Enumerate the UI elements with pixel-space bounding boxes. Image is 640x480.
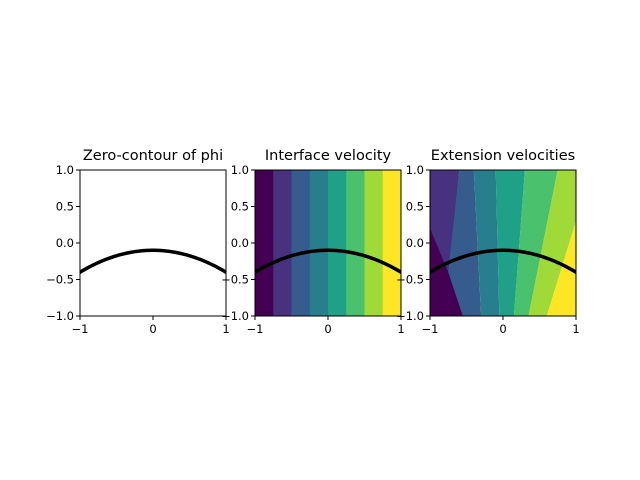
x-axis: −1 0 1 <box>247 316 405 336</box>
band-level-1 <box>273 170 292 316</box>
band-level-2 <box>448 170 482 316</box>
panel-extension-velocities: Extension velocities 1.0 0.5 0.0 −0.5 −1.0 −… <box>396 148 580 336</box>
x-tick-label: 1 <box>397 322 404 336</box>
band-level-3 <box>309 170 329 316</box>
y-tick-label: 1.0 <box>231 163 249 177</box>
band-level-7 <box>546 221 576 316</box>
y-tick-label: −1.0 <box>396 309 424 323</box>
x-tick-label: 0 <box>149 322 156 336</box>
y-axis: 1.0 0.5 0.0 −0.5 −1.0 <box>221 163 255 323</box>
x-tick-label: −1 <box>422 322 439 336</box>
plot-area <box>80 248 226 274</box>
band-level-4 <box>328 170 347 316</box>
panel-title: Interface velocity <box>265 148 392 164</box>
band-level-4 <box>495 170 525 316</box>
band-level-6 <box>364 170 384 316</box>
y-tick-label: 0.0 <box>231 236 249 250</box>
band-level-0 <box>430 228 463 316</box>
axes-frame <box>79 169 227 317</box>
band-level-5 <box>513 170 558 316</box>
x-tick-label: 1 <box>222 322 229 336</box>
y-tick-label: 0.5 <box>56 200 74 214</box>
y-tick-label: 0.0 <box>56 236 74 250</box>
panel-title: Zero-contour of phi <box>83 148 223 164</box>
x-tick-label: 1 <box>572 322 579 336</box>
band-level-3 <box>473 170 500 316</box>
y-tick-label: 0.0 <box>406 236 424 250</box>
y-tick-label: −1.0 <box>221 309 249 323</box>
zero-contour-line <box>430 248 576 274</box>
y-tick-label: −0.5 <box>46 273 74 287</box>
x-axis: −1 0 1 <box>72 316 230 336</box>
band-level-5 <box>346 170 365 316</box>
y-axis: 1.0 0.5 0.0 −0.5 −1.0 <box>46 163 80 323</box>
x-tick-label: 0 <box>324 322 331 336</box>
band-level-7 <box>382 170 401 316</box>
filled-bands <box>430 170 576 316</box>
band-level-6 <box>528 170 576 316</box>
x-tick-label: −1 <box>72 322 89 336</box>
plot-area <box>430 170 576 316</box>
y-tick-label: −1.0 <box>46 309 74 323</box>
x-tick-label: −1 <box>247 322 264 336</box>
y-tick-label: 0.5 <box>231 200 249 214</box>
y-axis: 1.0 0.5 0.0 −0.5 −1.0 <box>396 163 430 323</box>
y-tick-label: −0.5 <box>396 273 424 287</box>
panel-zero-contour: Zero-contour of phi 1.0 0.5 0.0 −0.5 −1.0 −1… <box>46 148 230 336</box>
y-tick-label: 1.0 <box>406 163 424 177</box>
y-tick-label: −0.5 <box>221 273 249 287</box>
y-tick-label: 0.5 <box>406 200 424 214</box>
band-level-2 <box>291 170 311 316</box>
plot-area <box>255 170 401 316</box>
y-tick-label: 1.0 <box>56 163 74 177</box>
panel-interface-velocity: Interface velocity 1.0 0.5 0.0 −0.5 −1.0 −1 0… <box>221 148 405 336</box>
band-level-0 <box>255 170 274 316</box>
panel-title: Extension velocities <box>431 148 575 164</box>
filled-bands <box>255 170 401 316</box>
zero-contour-line <box>80 248 226 274</box>
zero-contour-line <box>255 248 401 274</box>
x-tick-label: 0 <box>499 322 506 336</box>
x-axis: −1 0 1 <box>422 316 580 336</box>
